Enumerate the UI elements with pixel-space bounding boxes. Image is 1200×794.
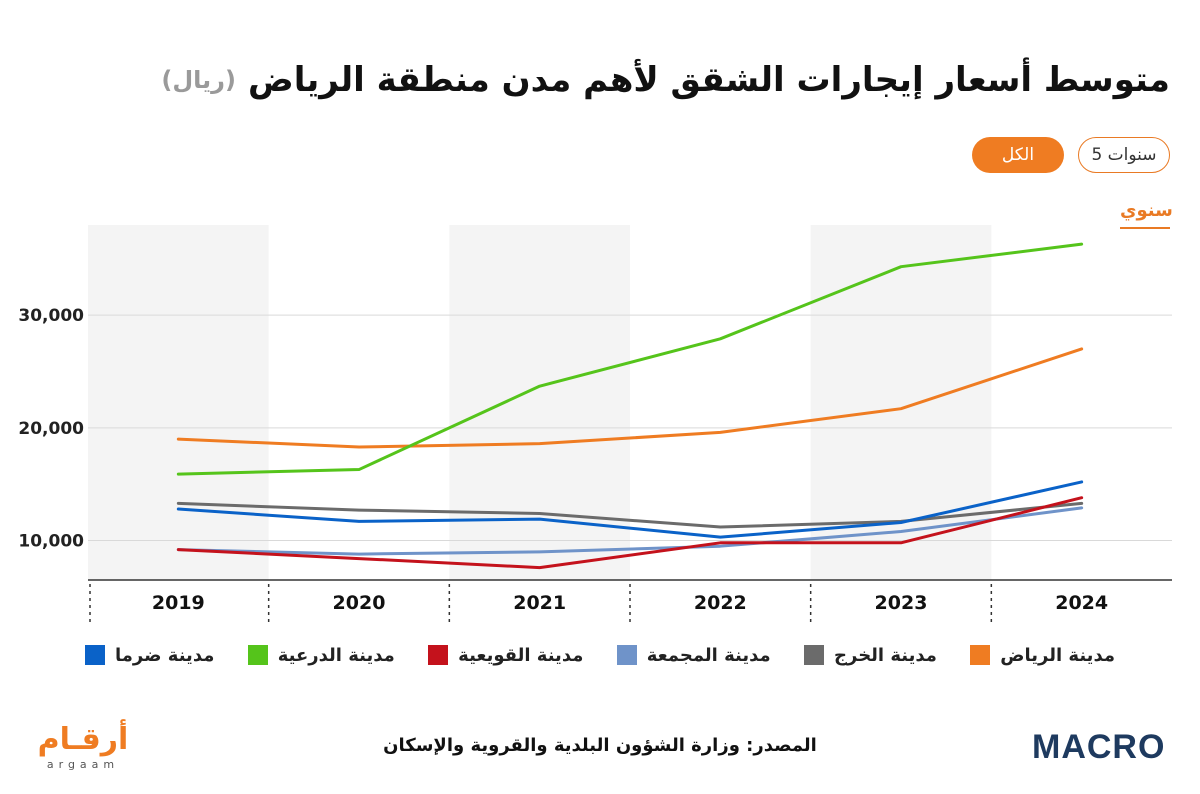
argaam-logo-latin: argaam [46,758,120,771]
x-tick-label: 2024 [1055,592,1108,614]
series-line [176,496,1084,570]
legend-swatch [247,645,268,665]
y-tick-label: 20,000 [18,419,84,439]
series-line [176,480,1084,539]
legend-label: مدينة الرياض [1000,644,1115,666]
x-tick-label: 2022 [694,592,747,614]
legend-label: مدينة القويعية [458,644,584,666]
legend-item[interactable]: مدينة ضرما [85,645,214,666]
annual-tab[interactable]: سنوي [1120,200,1173,229]
argaam-logo-arabic: أرقـام [37,722,129,757]
chart-unit: (ريال) [161,66,236,94]
x-tick-label: 2023 [875,592,928,614]
series-line [176,506,1084,556]
legend-item[interactable]: مدينة الخرج [804,645,937,666]
legend-label: مدينة ضرما [115,644,215,666]
five-years-button[interactable]: 5 سنوات [1078,137,1170,173]
legend-swatch [616,645,637,665]
argaam-logo: أرقـام argaam [28,724,138,774]
legend-swatch [428,645,449,665]
legend-item[interactable]: مدينة الرياض [970,645,1115,666]
series-line [176,347,1084,449]
source-note: المصدر: وزارة الشؤون البلدية والقروية وا… [383,735,817,756]
title-row: متوسط أسعار إيجارات الشقق لأهم مدن منطقة… [30,50,1170,110]
x-tick-label: 2019 [152,592,205,614]
legend-swatch [970,645,991,665]
legend-swatch [85,645,106,665]
chart-title: متوسط أسعار إيجارات الشقق لأهم مدن منطقة… [247,60,1170,100]
y-tick-label: 30,000 [18,306,84,326]
year-band [88,225,269,580]
legend-item[interactable]: مدينة المجمعة [616,644,771,666]
x-tick-label: 2021 [513,592,566,614]
series-line [176,242,1084,476]
legend-swatch [804,645,825,665]
macro-logo: MACRO [1032,728,1166,766]
series-line [176,501,1084,529]
legend-label: مدينة الدرعية [277,644,395,666]
line-chart: 10,000 20,000 30,000 2019 2020 2021 2022 2023 20… [18,225,1172,622]
legend-label: مدينة المجمعة [646,644,771,666]
y-tick-label: 10,000 [18,532,84,552]
legend-label: مدينة الخرج [834,644,937,666]
all-range-button[interactable]: الكل [972,137,1064,173]
chart-legend: مدينة الرياض مدينة الخرج مدينة المجمعة مدين… [85,640,1115,670]
legend-item[interactable]: مدينة القويعية [428,645,583,666]
legend-item[interactable]: مدينة الدرعية [247,644,395,666]
x-tick-label: 2020 [333,592,386,614]
